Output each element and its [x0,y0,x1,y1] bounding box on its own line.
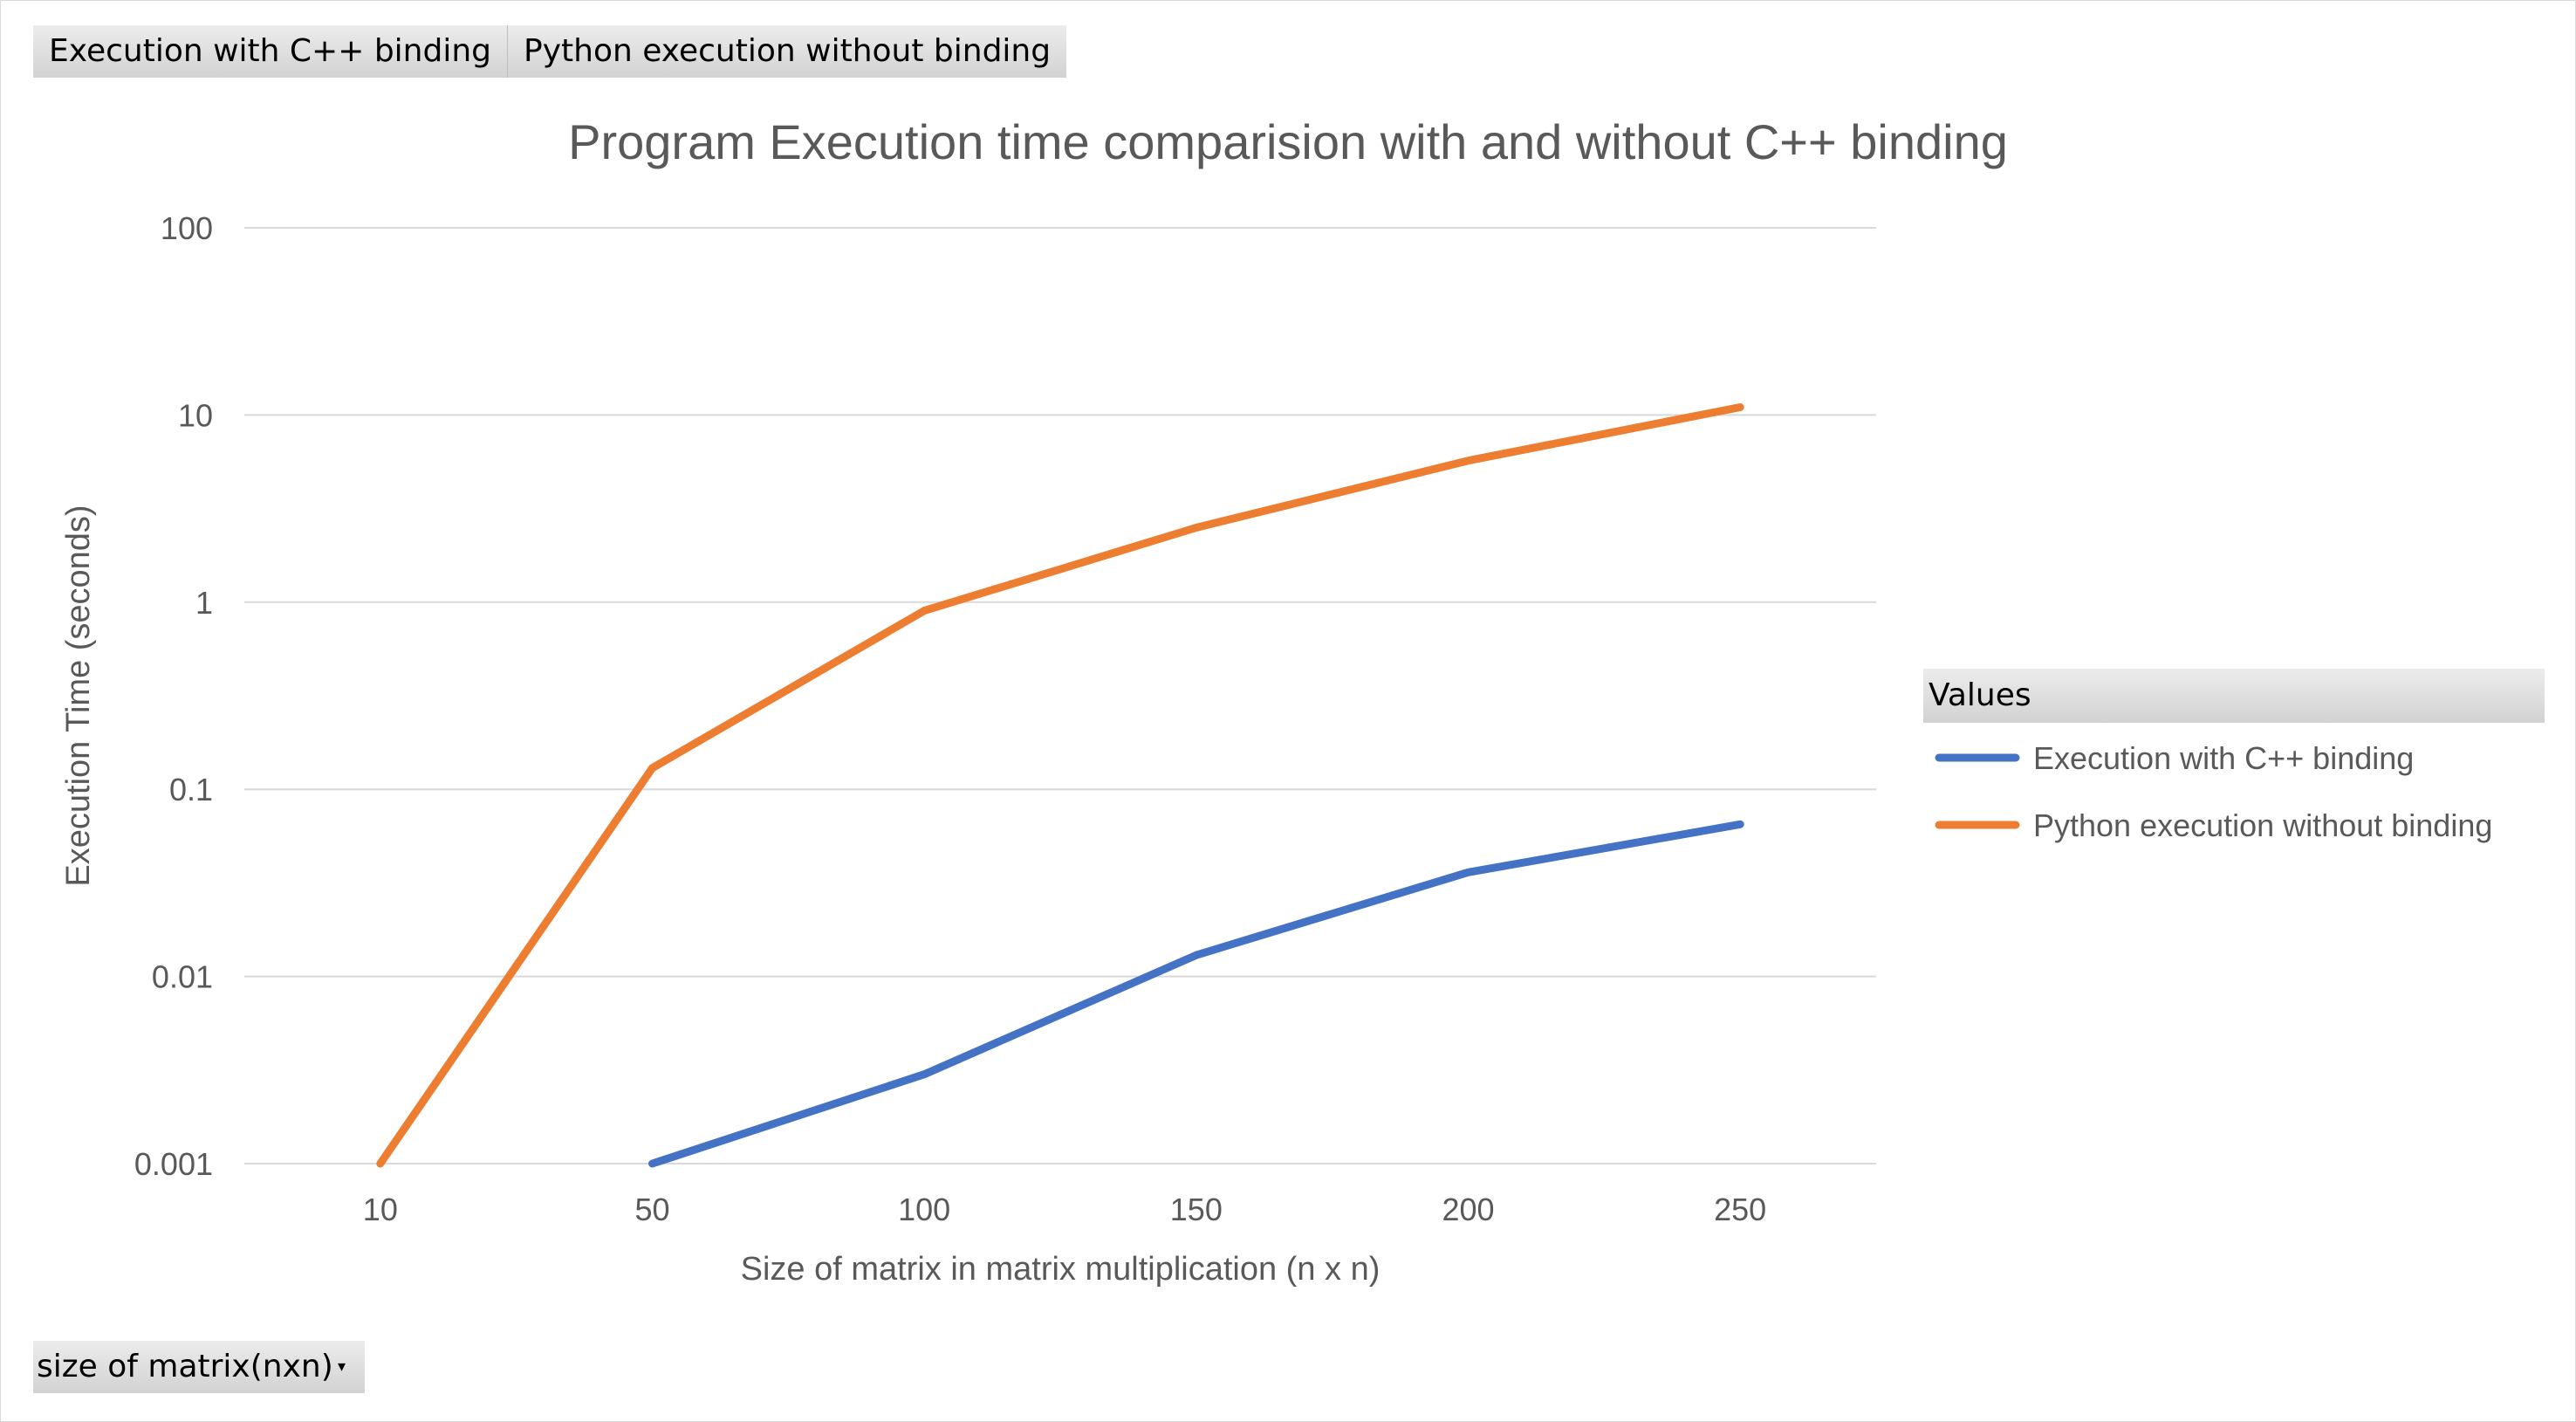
series-line-2 [376,403,1744,1168]
gridlines [244,227,1876,1164]
dropdown-arrow-icon[interactable]: ▾ [337,1357,346,1376]
y-tick-label: 0.01 [152,959,213,995]
x-axis-ticks: 10 50 100 150 200 250 [363,1192,1766,1227]
x-tick-label: 50 [634,1192,669,1227]
y-tick-label: 10 [178,397,213,433]
y-axis-ticks: 0.001 0.01 0.1 1 10 100 [134,210,213,1182]
y-tick-label: 0.1 [169,772,213,807]
axis-field-button[interactable]: size of matrix(nxn) ▾ [33,1341,365,1393]
legend: Execution with C++ binding Python executi… [1935,740,2492,843]
legend-item[interactable]: Python execution without binding [1935,807,2492,843]
field-button-cpp[interactable]: Execution with C++ binding [33,25,509,78]
x-axis-label: Size of matrix in matrix multiplication … [741,1251,1380,1288]
axis-field-label: size of matrix(nxn) [37,1349,333,1384]
y-tick-label: 1 [195,585,213,621]
x-tick-label: 10 [363,1192,398,1227]
y-tick-label: 0.001 [134,1146,213,1182]
field-button-python[interactable]: Python execution without binding [508,25,1067,78]
x-tick-label: 150 [1170,1192,1223,1227]
y-tick-label: 100 [161,210,213,246]
legend-header[interactable]: Values [1923,669,2545,723]
legend-item[interactable]: Execution with C++ binding [1935,740,2414,776]
chart-title: Program Execution time comparision with … [568,114,2008,169]
legend-label: Python execution without binding [2033,807,2492,843]
series-lines [376,403,1744,1168]
series-field-buttons: Execution with C++ binding Python execut… [33,25,1067,78]
y-axis-label: Execution Time (seconds) [60,505,97,886]
legend-label: Execution with C++ binding [2033,740,2414,776]
x-tick-label: 200 [1442,1192,1494,1227]
x-tick-label: 250 [1714,1192,1766,1227]
series-line-1 [648,820,1744,1168]
x-tick-label: 100 [898,1192,950,1227]
